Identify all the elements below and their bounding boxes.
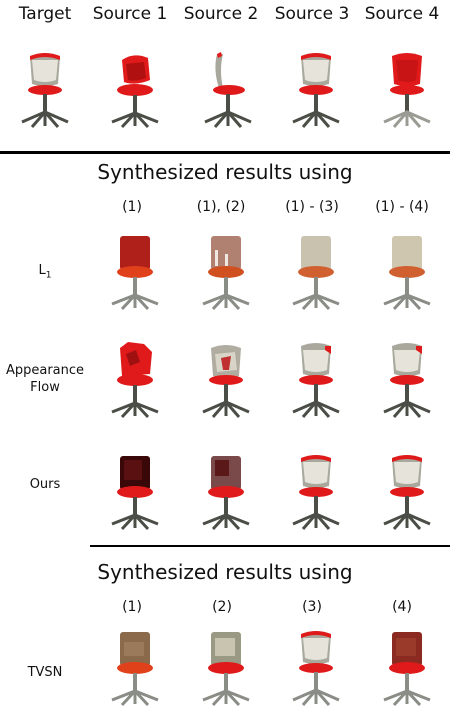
section-2-column-3: (3)	[302, 599, 322, 615]
section-1-column-3: (1) - (3)	[285, 199, 339, 215]
row-label-appearance-flow: Appearance Flow	[5, 363, 85, 395]
header-target: Target	[18, 4, 72, 24]
row-label-tvsn: TVSN	[27, 665, 63, 680]
appearance-flow-result-3-image	[285, 340, 347, 422]
tvsn-result-1-image	[104, 628, 166, 710]
l1-result-3-image	[285, 232, 347, 314]
ours-result-1-image	[104, 452, 166, 534]
ours-result-3-image	[285, 452, 347, 534]
row-label-l1-main: L	[38, 263, 46, 278]
section-1-column-4: (1) - (4)	[375, 199, 429, 215]
ours-result-4-image	[376, 452, 438, 534]
tvsn-result-3-image	[285, 628, 347, 710]
tvsn-result-4-image	[376, 628, 438, 710]
ours-result-2-image	[195, 452, 257, 534]
section-1-title: Synthesized results using	[97, 160, 353, 184]
header-source-3: Source 3	[274, 4, 350, 24]
appearance-flow-result-1-image	[104, 340, 166, 422]
l1-result-1-image	[104, 232, 166, 314]
l1-result-4-image	[376, 232, 438, 314]
section-2-column-4: (4)	[392, 599, 412, 615]
source-1-chair-image	[104, 50, 166, 132]
header-source-2: Source 2	[183, 4, 259, 24]
source-2-chair-image	[195, 50, 257, 132]
appearance-flow-result-4-image	[376, 340, 438, 422]
section-2-title: Synthesized results using	[97, 560, 353, 584]
row-label-l1: L1	[0, 262, 90, 285]
target-chair-image	[14, 50, 76, 132]
tvsn-result-2-image	[195, 628, 257, 710]
section-2-column-1: (1)	[122, 599, 142, 615]
source-4-chair-image	[376, 50, 438, 132]
l1-result-2-image	[195, 232, 257, 314]
source-3-chair-image	[285, 50, 347, 132]
section-1-column-2: (1), (2)	[196, 199, 246, 215]
header-source-1: Source 1	[92, 4, 168, 24]
appearance-flow-result-2-image	[195, 340, 257, 422]
section-2-column-2: (2)	[212, 599, 232, 615]
header-source-4: Source 4	[364, 4, 440, 24]
section-divider-thin	[90, 545, 450, 547]
row-label-ours: Ours	[29, 477, 61, 492]
section-1-column-1: (1)	[122, 199, 142, 215]
section-divider-thick	[0, 151, 450, 154]
row-label-l1-subscript: 1	[45, 270, 52, 281]
